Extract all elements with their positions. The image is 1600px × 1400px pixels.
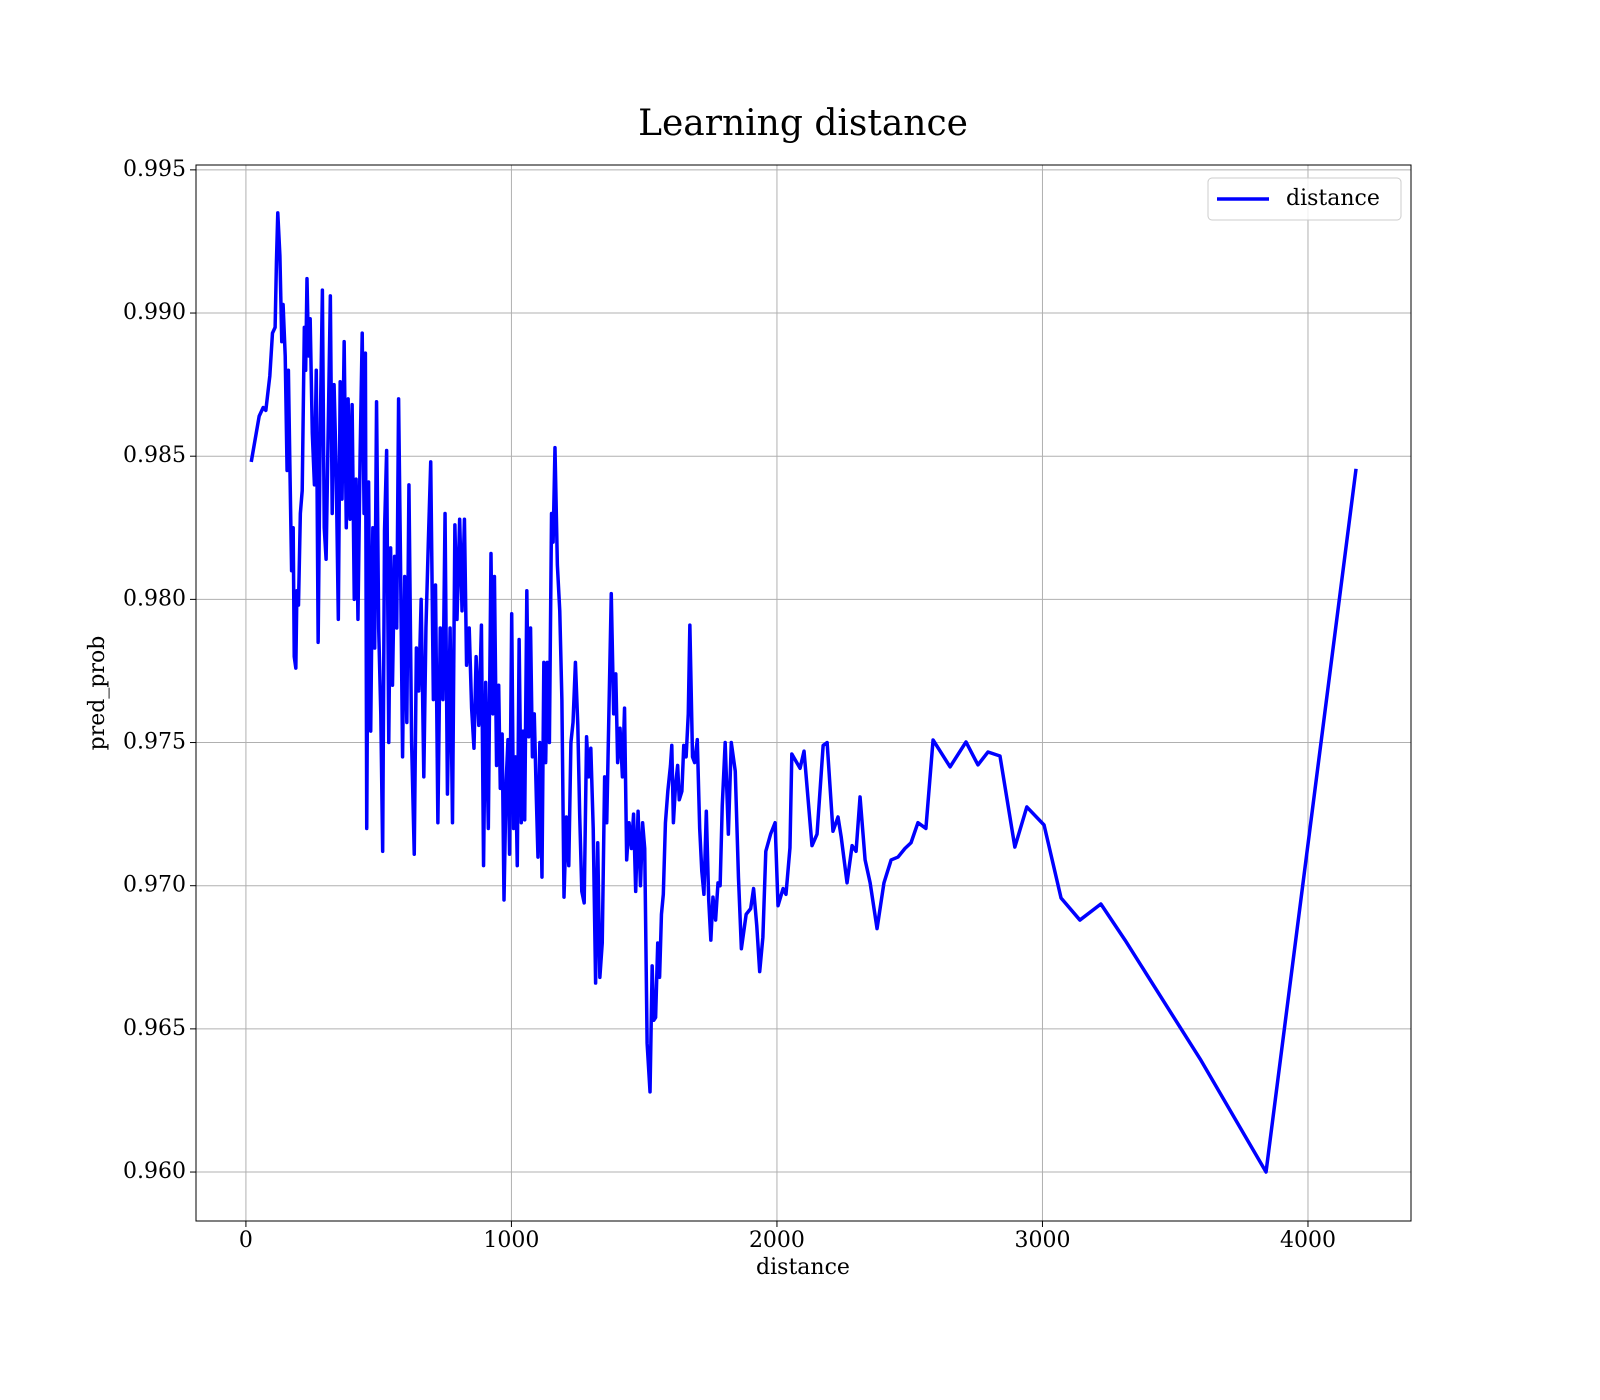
legend-box [1207, 177, 1402, 221]
y-tick-label: 0.965 [123, 1016, 186, 1041]
x-tick-label: 0 [239, 1228, 253, 1253]
axes-frame [195, 164, 1412, 1222]
y-tick-label: 0.980 [123, 586, 186, 611]
y-tick-label: 0.970 [123, 873, 186, 898]
y-tick-label: 0.995 [123, 157, 186, 182]
x-axis-label: distance [756, 1255, 850, 1280]
x-tick-label: 4000 [1280, 1228, 1336, 1253]
y-tick-label: 0.985 [123, 443, 186, 468]
plot-area: 0.960 0.965 0.970 0.975 0.980 0.985 0.990 0.995… [123, 157, 1412, 1253]
data-line [249, 211, 1358, 1174]
y-tick-label: 0.960 [123, 1159, 186, 1184]
chart-title: Learning distance [638, 103, 968, 144]
y-axis-label: pred_prob [85, 636, 110, 751]
y-tick-label: 0.975 [123, 730, 186, 755]
legend-label: distance [1286, 186, 1380, 211]
x-tick-label: 2000 [749, 1228, 805, 1253]
x-tick-label: 3000 [1014, 1228, 1070, 1253]
y-tick-label: 0.990 [123, 300, 186, 325]
x-tick-label: 1000 [483, 1228, 539, 1253]
